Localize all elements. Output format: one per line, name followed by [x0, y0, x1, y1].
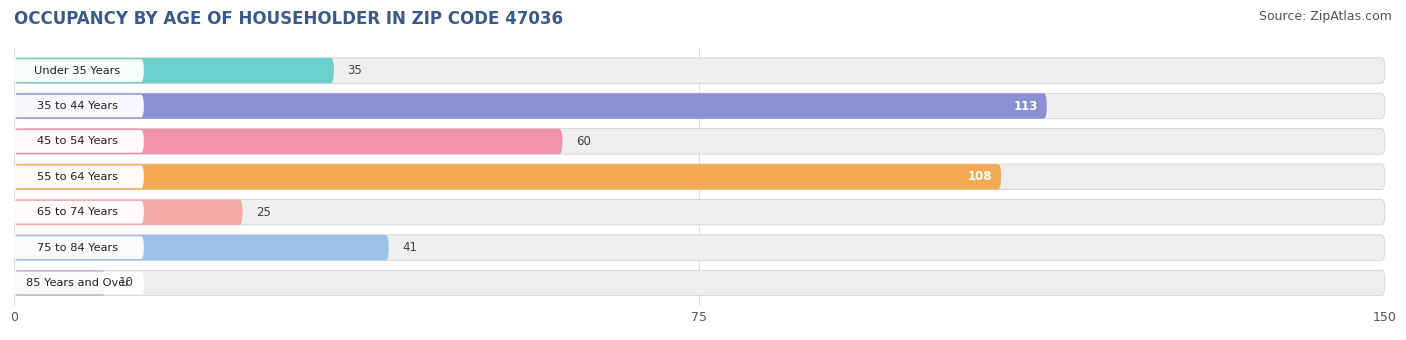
Text: Source: ZipAtlas.com: Source: ZipAtlas.com	[1258, 10, 1392, 23]
FancyBboxPatch shape	[11, 272, 143, 294]
Text: 113: 113	[1014, 100, 1038, 113]
Text: 60: 60	[576, 135, 591, 148]
FancyBboxPatch shape	[11, 166, 143, 188]
Text: Under 35 Years: Under 35 Years	[35, 66, 121, 75]
FancyBboxPatch shape	[14, 270, 105, 296]
FancyBboxPatch shape	[11, 59, 143, 82]
FancyBboxPatch shape	[14, 200, 1385, 225]
FancyBboxPatch shape	[14, 93, 1385, 119]
FancyBboxPatch shape	[14, 270, 1385, 296]
FancyBboxPatch shape	[14, 129, 562, 154]
FancyBboxPatch shape	[14, 235, 389, 260]
FancyBboxPatch shape	[11, 95, 143, 117]
FancyBboxPatch shape	[14, 58, 335, 83]
Text: 55 to 64 Years: 55 to 64 Years	[37, 172, 118, 182]
Text: 85 Years and Over: 85 Years and Over	[25, 278, 129, 288]
FancyBboxPatch shape	[11, 130, 143, 153]
Text: 10: 10	[120, 276, 134, 289]
Text: 25: 25	[256, 206, 271, 219]
FancyBboxPatch shape	[14, 58, 1385, 83]
FancyBboxPatch shape	[14, 200, 243, 225]
FancyBboxPatch shape	[14, 164, 1001, 189]
FancyBboxPatch shape	[14, 129, 1385, 154]
FancyBboxPatch shape	[11, 236, 143, 259]
Text: 35: 35	[347, 64, 363, 77]
Text: 75 to 84 Years: 75 to 84 Years	[37, 243, 118, 253]
Text: 35 to 44 Years: 35 to 44 Years	[37, 101, 118, 111]
FancyBboxPatch shape	[14, 235, 1385, 260]
FancyBboxPatch shape	[11, 201, 143, 223]
FancyBboxPatch shape	[14, 164, 1385, 189]
Text: OCCUPANCY BY AGE OF HOUSEHOLDER IN ZIP CODE 47036: OCCUPANCY BY AGE OF HOUSEHOLDER IN ZIP C…	[14, 10, 562, 28]
Text: 108: 108	[967, 170, 993, 183]
FancyBboxPatch shape	[14, 93, 1046, 119]
Text: 45 to 54 Years: 45 to 54 Years	[37, 136, 118, 147]
Text: 41: 41	[402, 241, 418, 254]
Text: 65 to 74 Years: 65 to 74 Years	[37, 207, 118, 217]
